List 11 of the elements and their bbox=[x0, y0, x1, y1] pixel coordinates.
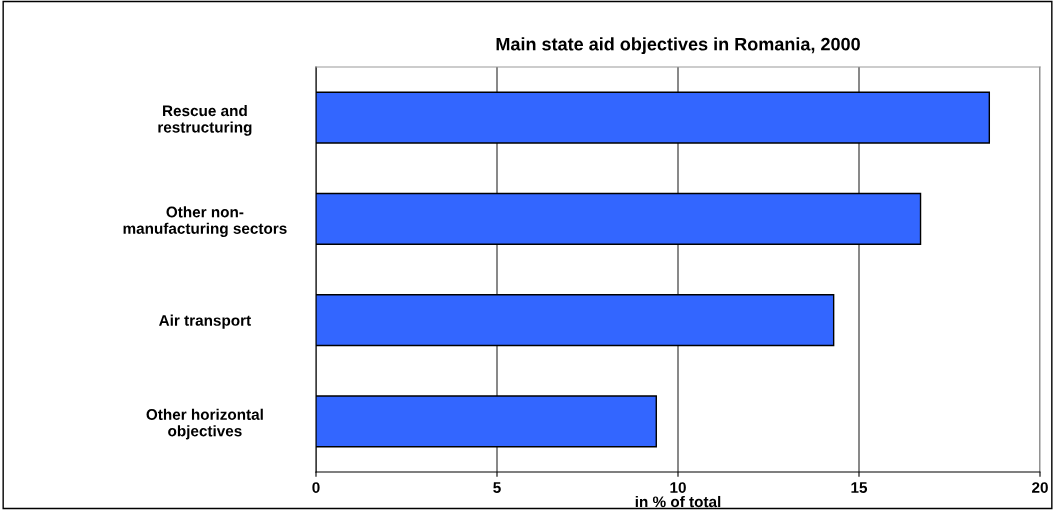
y-tick-label: Other horizontal objectives bbox=[146, 408, 263, 440]
x-axis-title: in % of total bbox=[635, 495, 721, 508]
x-tick-label: 5 bbox=[493, 482, 501, 493]
y-tick-label: Air transport bbox=[159, 314, 251, 329]
y-tick-label: Other non- manufacturing sectors bbox=[123, 206, 287, 237]
x-tick-label: 20 bbox=[1032, 482, 1048, 493]
x-tick-label: 10 bbox=[670, 482, 686, 493]
y-tick-label: Rescue and restructuring bbox=[158, 104, 252, 136]
chart-title: Main state aid objectives in Romania, 2000 bbox=[496, 37, 860, 55]
x-tick-label: 0 bbox=[312, 482, 320, 493]
x-tick-label: 15 bbox=[851, 482, 868, 493]
